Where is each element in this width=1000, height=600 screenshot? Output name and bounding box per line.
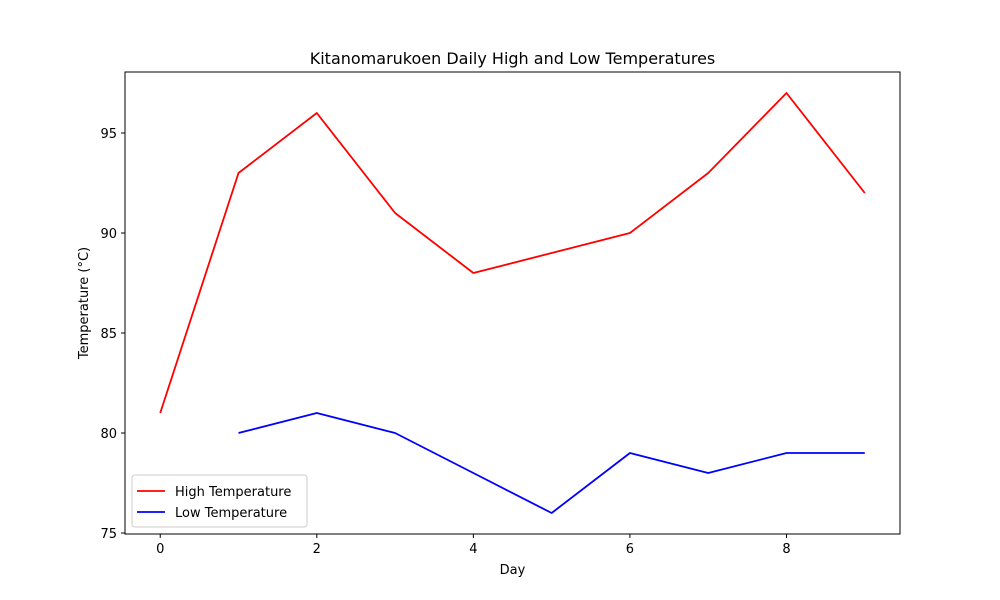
x-tick-label: 4 bbox=[469, 542, 477, 557]
plot-frame bbox=[124, 71, 901, 535]
y-axis: 75 80 85 90 95 bbox=[100, 127, 125, 542]
legend-box bbox=[131, 474, 308, 528]
legend-label: Low Temperature bbox=[175, 506, 287, 521]
series-line-high-temperature bbox=[159, 92, 866, 414]
y-tick-label: 95 bbox=[100, 127, 117, 142]
y-axis-label: Temperature (°C) bbox=[77, 247, 92, 360]
x-tick-label: 6 bbox=[626, 542, 634, 557]
y-tick-label: 75 bbox=[100, 527, 117, 542]
x-tick-label: 8 bbox=[782, 542, 790, 557]
legend-label: High Temperature bbox=[175, 485, 291, 500]
y-tick-label: 85 bbox=[100, 327, 117, 342]
y-tick-label: 80 bbox=[100, 427, 117, 442]
series-layer bbox=[159, 92, 866, 514]
x-axis: 0 2 4 6 8 bbox=[156, 534, 791, 557]
x-axis-label: Day bbox=[500, 563, 526, 578]
chart-title: Kitanomarukoen Daily High and Low Temper… bbox=[310, 49, 716, 68]
y-tick-label: 90 bbox=[100, 227, 117, 242]
x-tick-label: 0 bbox=[156, 542, 164, 557]
series-line-low-temperature bbox=[238, 412, 865, 514]
x-tick-label: 2 bbox=[313, 542, 321, 557]
legend: High Temperature Low Temperature bbox=[131, 474, 308, 528]
